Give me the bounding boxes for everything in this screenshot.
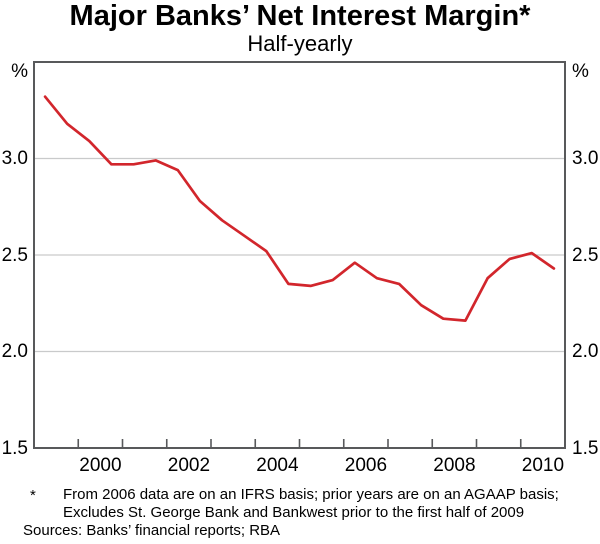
y-axis-label-left: 2.5 [1,244,28,266]
sources-line: Sources: Banks’ financial reports; RBA [23,522,281,539]
x-axis-label: 2006 [344,455,388,476]
net-interest-margin-line [43,95,556,322]
y-axis-label-left: 3.0 [1,148,28,169]
x-axis-label: 2008 [433,455,476,476]
chart-subtitle: Half-yearly [247,31,353,56]
footnote-marker: * [30,487,36,504]
y-axis-label-right: 3.0 [572,148,599,169]
footnote-line-2: Excludes St. George Bank and Bankwest pr… [63,504,525,521]
y-axis-label-left: 2.0 [1,341,28,362]
y-axis-label-right: 1.5 [572,437,599,459]
y-axis-label-left: 1.5 [1,437,28,459]
chart-title: Major Banks’ Net Interest Margin* [69,0,531,32]
x-axis-label: 2004 [256,455,299,476]
footnote-line-1: From 2006 data are on an IFRS basis; pri… [63,486,559,503]
y-axis-unit-left: % [11,61,28,82]
y-axis-label-right: 2.0 [572,341,599,362]
x-axis-label: 2010 [521,455,565,476]
y-axis-unit-right: % [572,61,589,82]
plot-frame [33,61,566,449]
x-axis-label: 2002 [167,455,211,476]
y-axis-label-right: 2.5 [572,244,599,266]
x-axis-label: 2000 [79,455,122,476]
